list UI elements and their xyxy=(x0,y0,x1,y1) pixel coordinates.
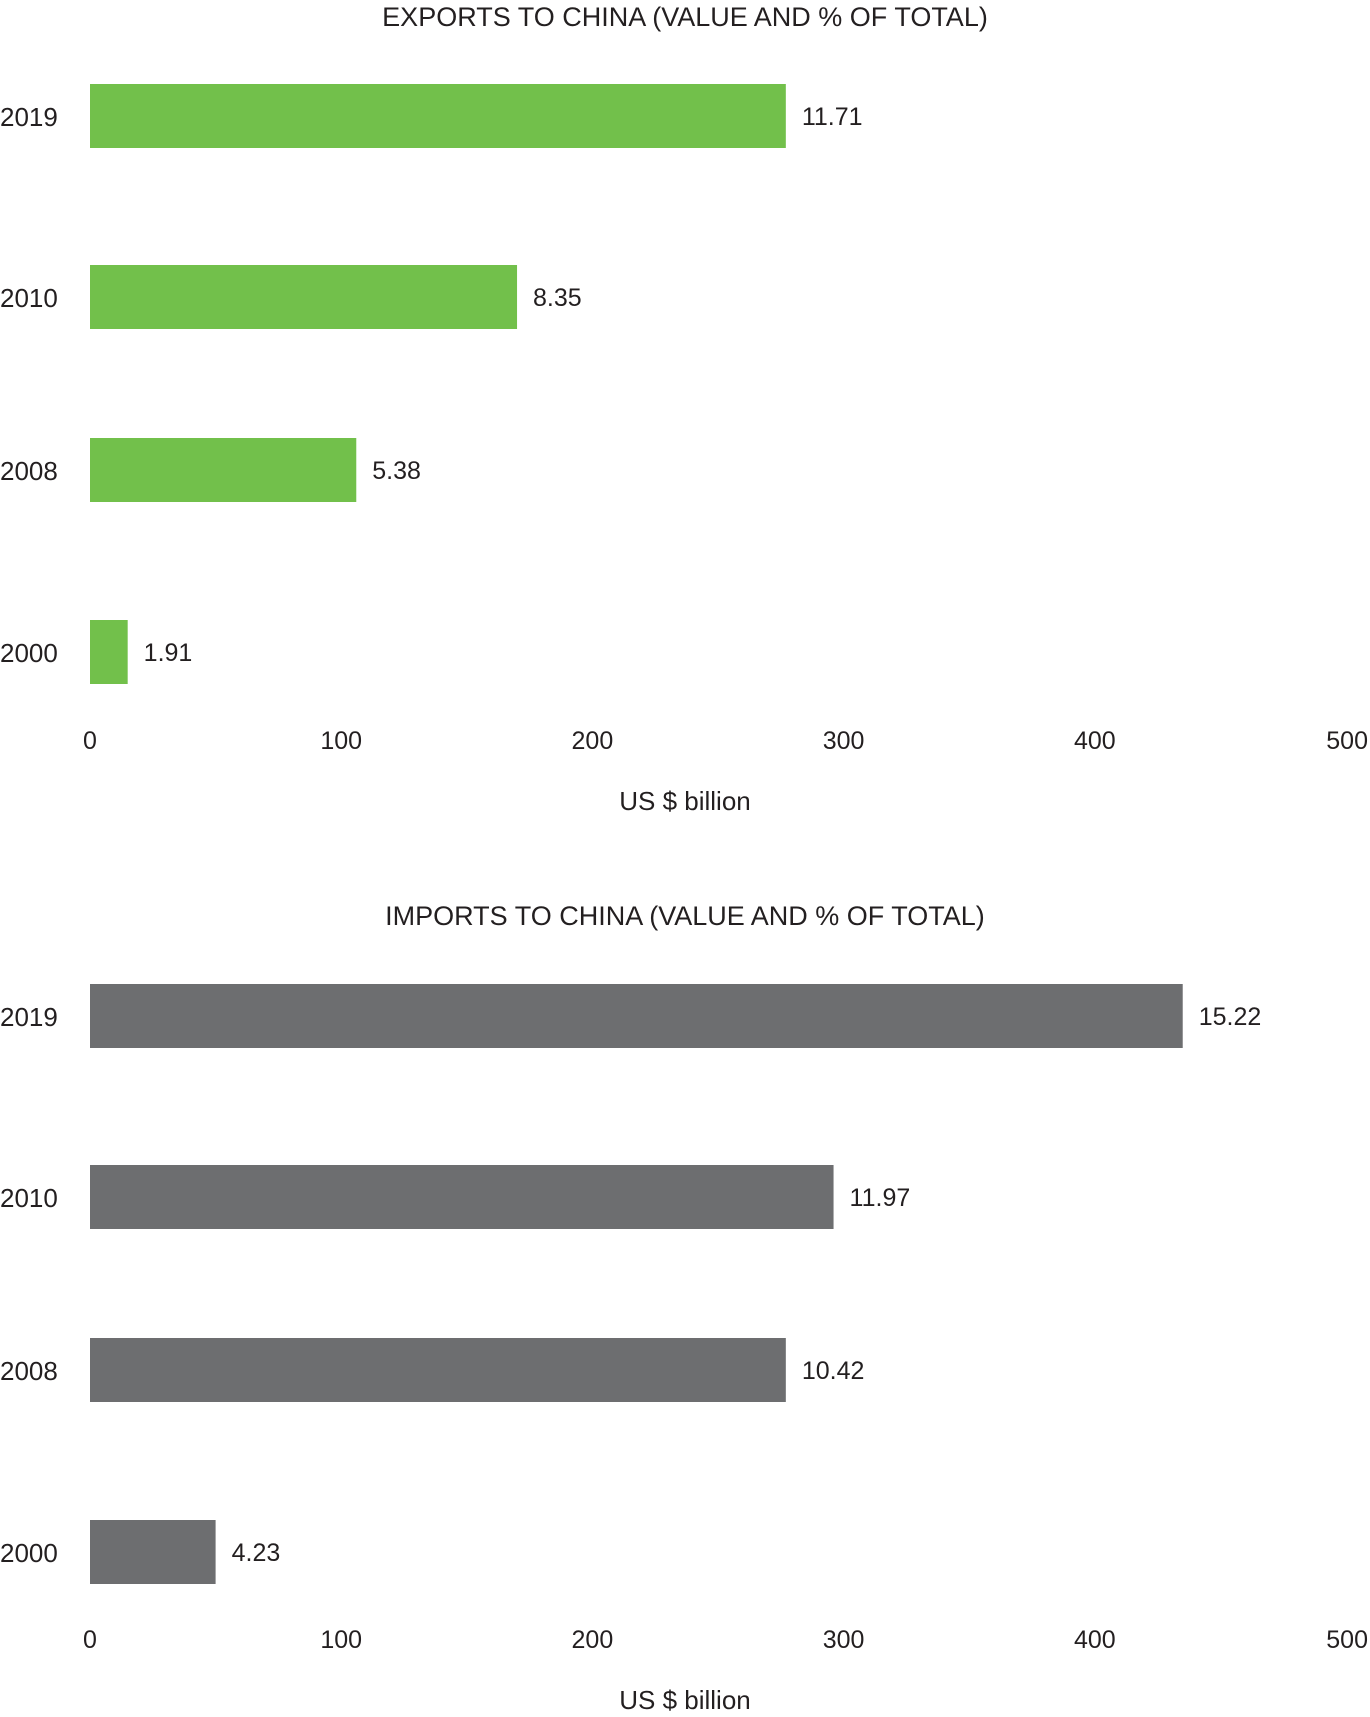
bar-2008 xyxy=(90,1338,786,1402)
x-axis-label: US $ billion xyxy=(619,1685,751,1715)
x-tick-0: 0 xyxy=(83,1626,97,1654)
category-label-2000: 2000 xyxy=(0,1538,58,1568)
category-label-2019: 2019 xyxy=(0,102,58,132)
imports-chart: IMPORTS TO CHINA (VALUE AND % OF TOTAL) … xyxy=(0,901,1368,1715)
data-label-2000: 1.91 xyxy=(144,639,193,667)
data-label-2000: 4.23 xyxy=(232,1539,281,1567)
data-label-2019: 11.71 xyxy=(802,103,863,131)
chart-title: EXPORTS TO CHINA (VALUE AND % OF TOTAL) xyxy=(382,2,988,32)
category-label-2019: 2019 xyxy=(0,1002,58,1032)
x-tick-300: 300 xyxy=(823,1626,865,1654)
bar-2000 xyxy=(90,620,128,684)
x-tick-400: 400 xyxy=(1074,1626,1116,1654)
x-tick-100: 100 xyxy=(320,1626,362,1654)
x-axis-label: US $ billion xyxy=(619,786,751,816)
x-tick-200: 200 xyxy=(572,727,614,755)
bar-2019 xyxy=(90,84,786,148)
chart-title: IMPORTS TO CHINA (VALUE AND % OF TOTAL) xyxy=(385,901,985,931)
category-label-2010: 2010 xyxy=(0,283,58,313)
bar-2008 xyxy=(90,438,357,502)
x-tick-500: 500 xyxy=(1326,1626,1368,1654)
bar-2010 xyxy=(90,265,518,329)
x-tick-100: 100 xyxy=(320,727,362,755)
data-label-2010: 11.97 xyxy=(850,1184,911,1212)
x-tick-400: 400 xyxy=(1074,727,1116,755)
exports-chart: EXPORTS TO CHINA (VALUE AND % OF TOTAL) … xyxy=(0,2,1368,816)
category-label-2008: 2008 xyxy=(0,1356,58,1386)
bar-2000 xyxy=(90,1520,216,1584)
category-label-2008: 2008 xyxy=(0,456,58,486)
data-label-2008: 5.38 xyxy=(372,457,421,485)
x-tick-0: 0 xyxy=(83,727,97,755)
bar-2019 xyxy=(90,984,1183,1048)
category-label-2000: 2000 xyxy=(0,638,58,668)
data-label-2019: 15.22 xyxy=(1199,1003,1262,1031)
data-label-2010: 8.35 xyxy=(533,284,582,312)
data-label-2008: 10.42 xyxy=(802,1357,865,1385)
x-tick-500: 500 xyxy=(1326,727,1368,755)
category-label-2010: 2010 xyxy=(0,1183,58,1213)
bar-2010 xyxy=(90,1165,834,1229)
x-tick-300: 300 xyxy=(823,727,865,755)
x-tick-200: 200 xyxy=(572,1626,614,1654)
